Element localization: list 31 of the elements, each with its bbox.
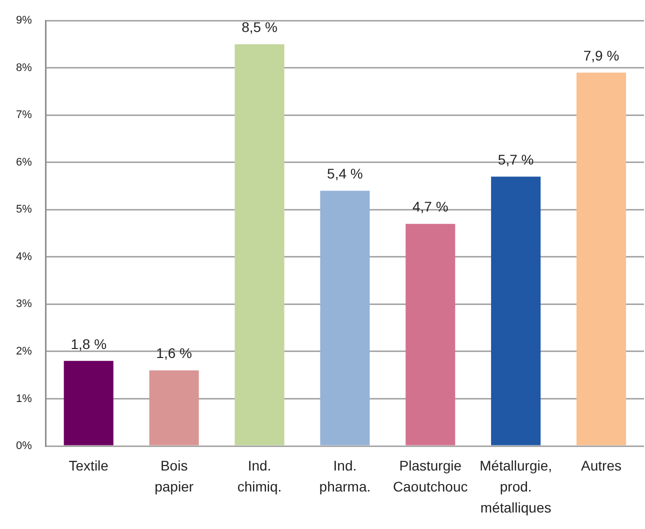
y-tick-label: 3% [16,298,32,310]
bar [491,176,541,446]
bar [576,72,626,446]
data-label: 1,8 % [70,336,107,352]
y-tick-label: 8% [16,62,32,74]
bar [234,44,284,446]
x-tick-label: Textile [68,457,109,474]
bar [149,370,199,446]
x-tick-label: Plasturgie Caoutchouc [393,457,468,494]
x-tick-label: Autres [581,457,622,474]
bar [320,190,370,446]
data-label: 4,7 % [412,198,448,215]
data-label: 8,5 % [242,19,278,36]
y-tick-label: 0% [16,440,32,452]
data-label: 7,9 % [583,47,620,64]
x-tick-label: Bois papier [154,457,194,494]
bar [406,224,456,446]
x-tick-label: Métallurgie, prod. métalliques [480,457,552,516]
y-tick-label: 9% [16,14,32,27]
y-tick-label: 4% [16,250,32,263]
x-tick-label: Ind. chimiq. [237,457,282,494]
bar [64,360,114,446]
data-label: 5,7 % [498,151,534,168]
data-label: 5,4 % [327,166,363,182]
y-tick-label: 2% [16,346,32,358]
y-tick-label: 5% [16,204,32,216]
y-tick-label: 1% [16,392,32,405]
data-label: 1,6 % [156,345,192,362]
y-tick-label: 7% [16,109,32,122]
x-tick-label: Ind. pharma. [319,457,371,494]
y-tick-label: 6% [16,156,32,168]
